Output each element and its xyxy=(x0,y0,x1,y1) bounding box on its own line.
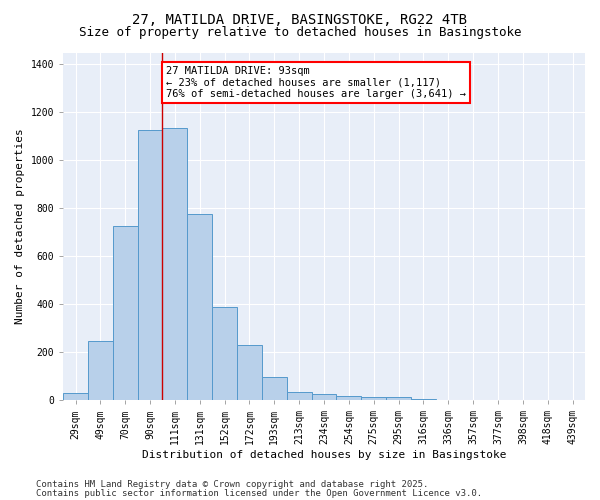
Bar xyxy=(113,226,137,400)
Bar xyxy=(137,130,163,400)
Bar xyxy=(287,392,311,400)
Text: Contains HM Land Registry data © Crown copyright and database right 2025.: Contains HM Land Registry data © Crown c… xyxy=(36,480,428,489)
Bar xyxy=(187,214,212,400)
Bar xyxy=(88,342,113,400)
Bar xyxy=(337,396,361,400)
Bar xyxy=(212,306,237,400)
Bar xyxy=(311,394,337,400)
Bar xyxy=(361,397,386,400)
Bar xyxy=(163,128,187,400)
Bar xyxy=(237,346,262,400)
Bar xyxy=(63,393,88,400)
Text: Contains public sector information licensed under the Open Government Licence v3: Contains public sector information licen… xyxy=(36,489,482,498)
X-axis label: Distribution of detached houses by size in Basingstoke: Distribution of detached houses by size … xyxy=(142,450,506,460)
Bar xyxy=(262,378,287,400)
Bar xyxy=(386,397,411,400)
Text: 27 MATILDA DRIVE: 93sqm
← 23% of detached houses are smaller (1,117)
76% of semi: 27 MATILDA DRIVE: 93sqm ← 23% of detache… xyxy=(166,66,466,99)
Y-axis label: Number of detached properties: Number of detached properties xyxy=(15,128,25,324)
Text: 27, MATILDA DRIVE, BASINGSTOKE, RG22 4TB: 27, MATILDA DRIVE, BASINGSTOKE, RG22 4TB xyxy=(133,12,467,26)
Text: Size of property relative to detached houses in Basingstoke: Size of property relative to detached ho… xyxy=(79,26,521,39)
